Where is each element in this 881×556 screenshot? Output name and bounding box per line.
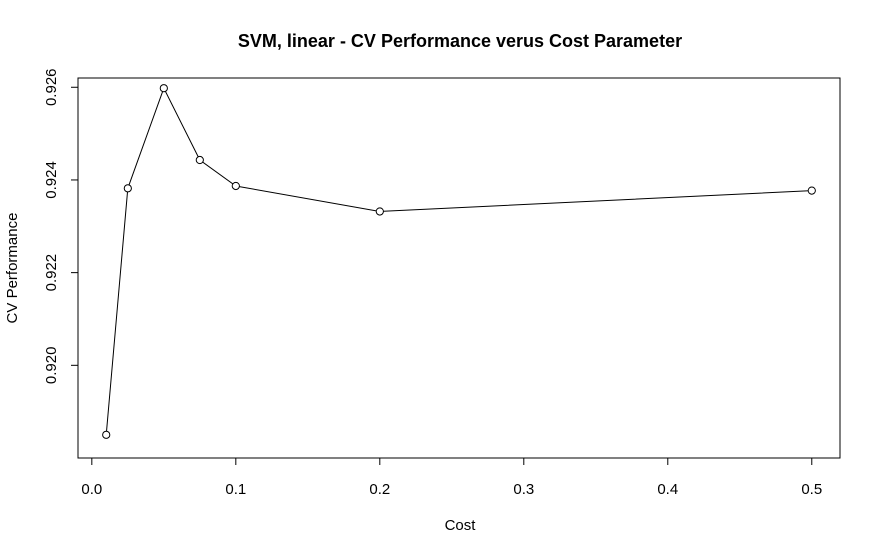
x-tick-label: 0.3 — [513, 481, 534, 498]
y-tick-label: 0.922 — [43, 254, 60, 292]
x-tick-label: 0.2 — [369, 481, 390, 498]
y-tick-label: 0.926 — [43, 68, 60, 106]
data-point — [195, 155, 204, 165]
data-point — [123, 184, 132, 193]
plot-frame — [77, 77, 841, 459]
x-tick-label: 0.0 — [81, 481, 102, 498]
data-points — [102, 84, 816, 439]
series-line — [105, 86, 812, 435]
x-tick-label: 0.4 — [657, 481, 678, 498]
data-point — [231, 181, 240, 191]
chart-title: SVM, linear - CV Performance verus Cost … — [238, 31, 682, 51]
y-tick-label: 0.924 — [43, 161, 60, 199]
x-tick-label: 0.5 — [801, 481, 822, 498]
data-point — [375, 207, 384, 216]
y-axis-label: CV Performance — [4, 213, 21, 324]
y-axis: 0.920 0.922 0.924 0.926 — [43, 68, 79, 385]
data-point — [102, 430, 111, 439]
x-tick-label: 0.1 — [225, 481, 246, 498]
x-axis: 0.0 0.1 0.2 0.3 0.4 0.5 — [81, 457, 822, 498]
x-axis-label: Cost — [445, 517, 477, 534]
y-tick-label: 0.920 — [43, 347, 60, 385]
data-point — [159, 84, 168, 93]
data-point — [807, 186, 816, 195]
